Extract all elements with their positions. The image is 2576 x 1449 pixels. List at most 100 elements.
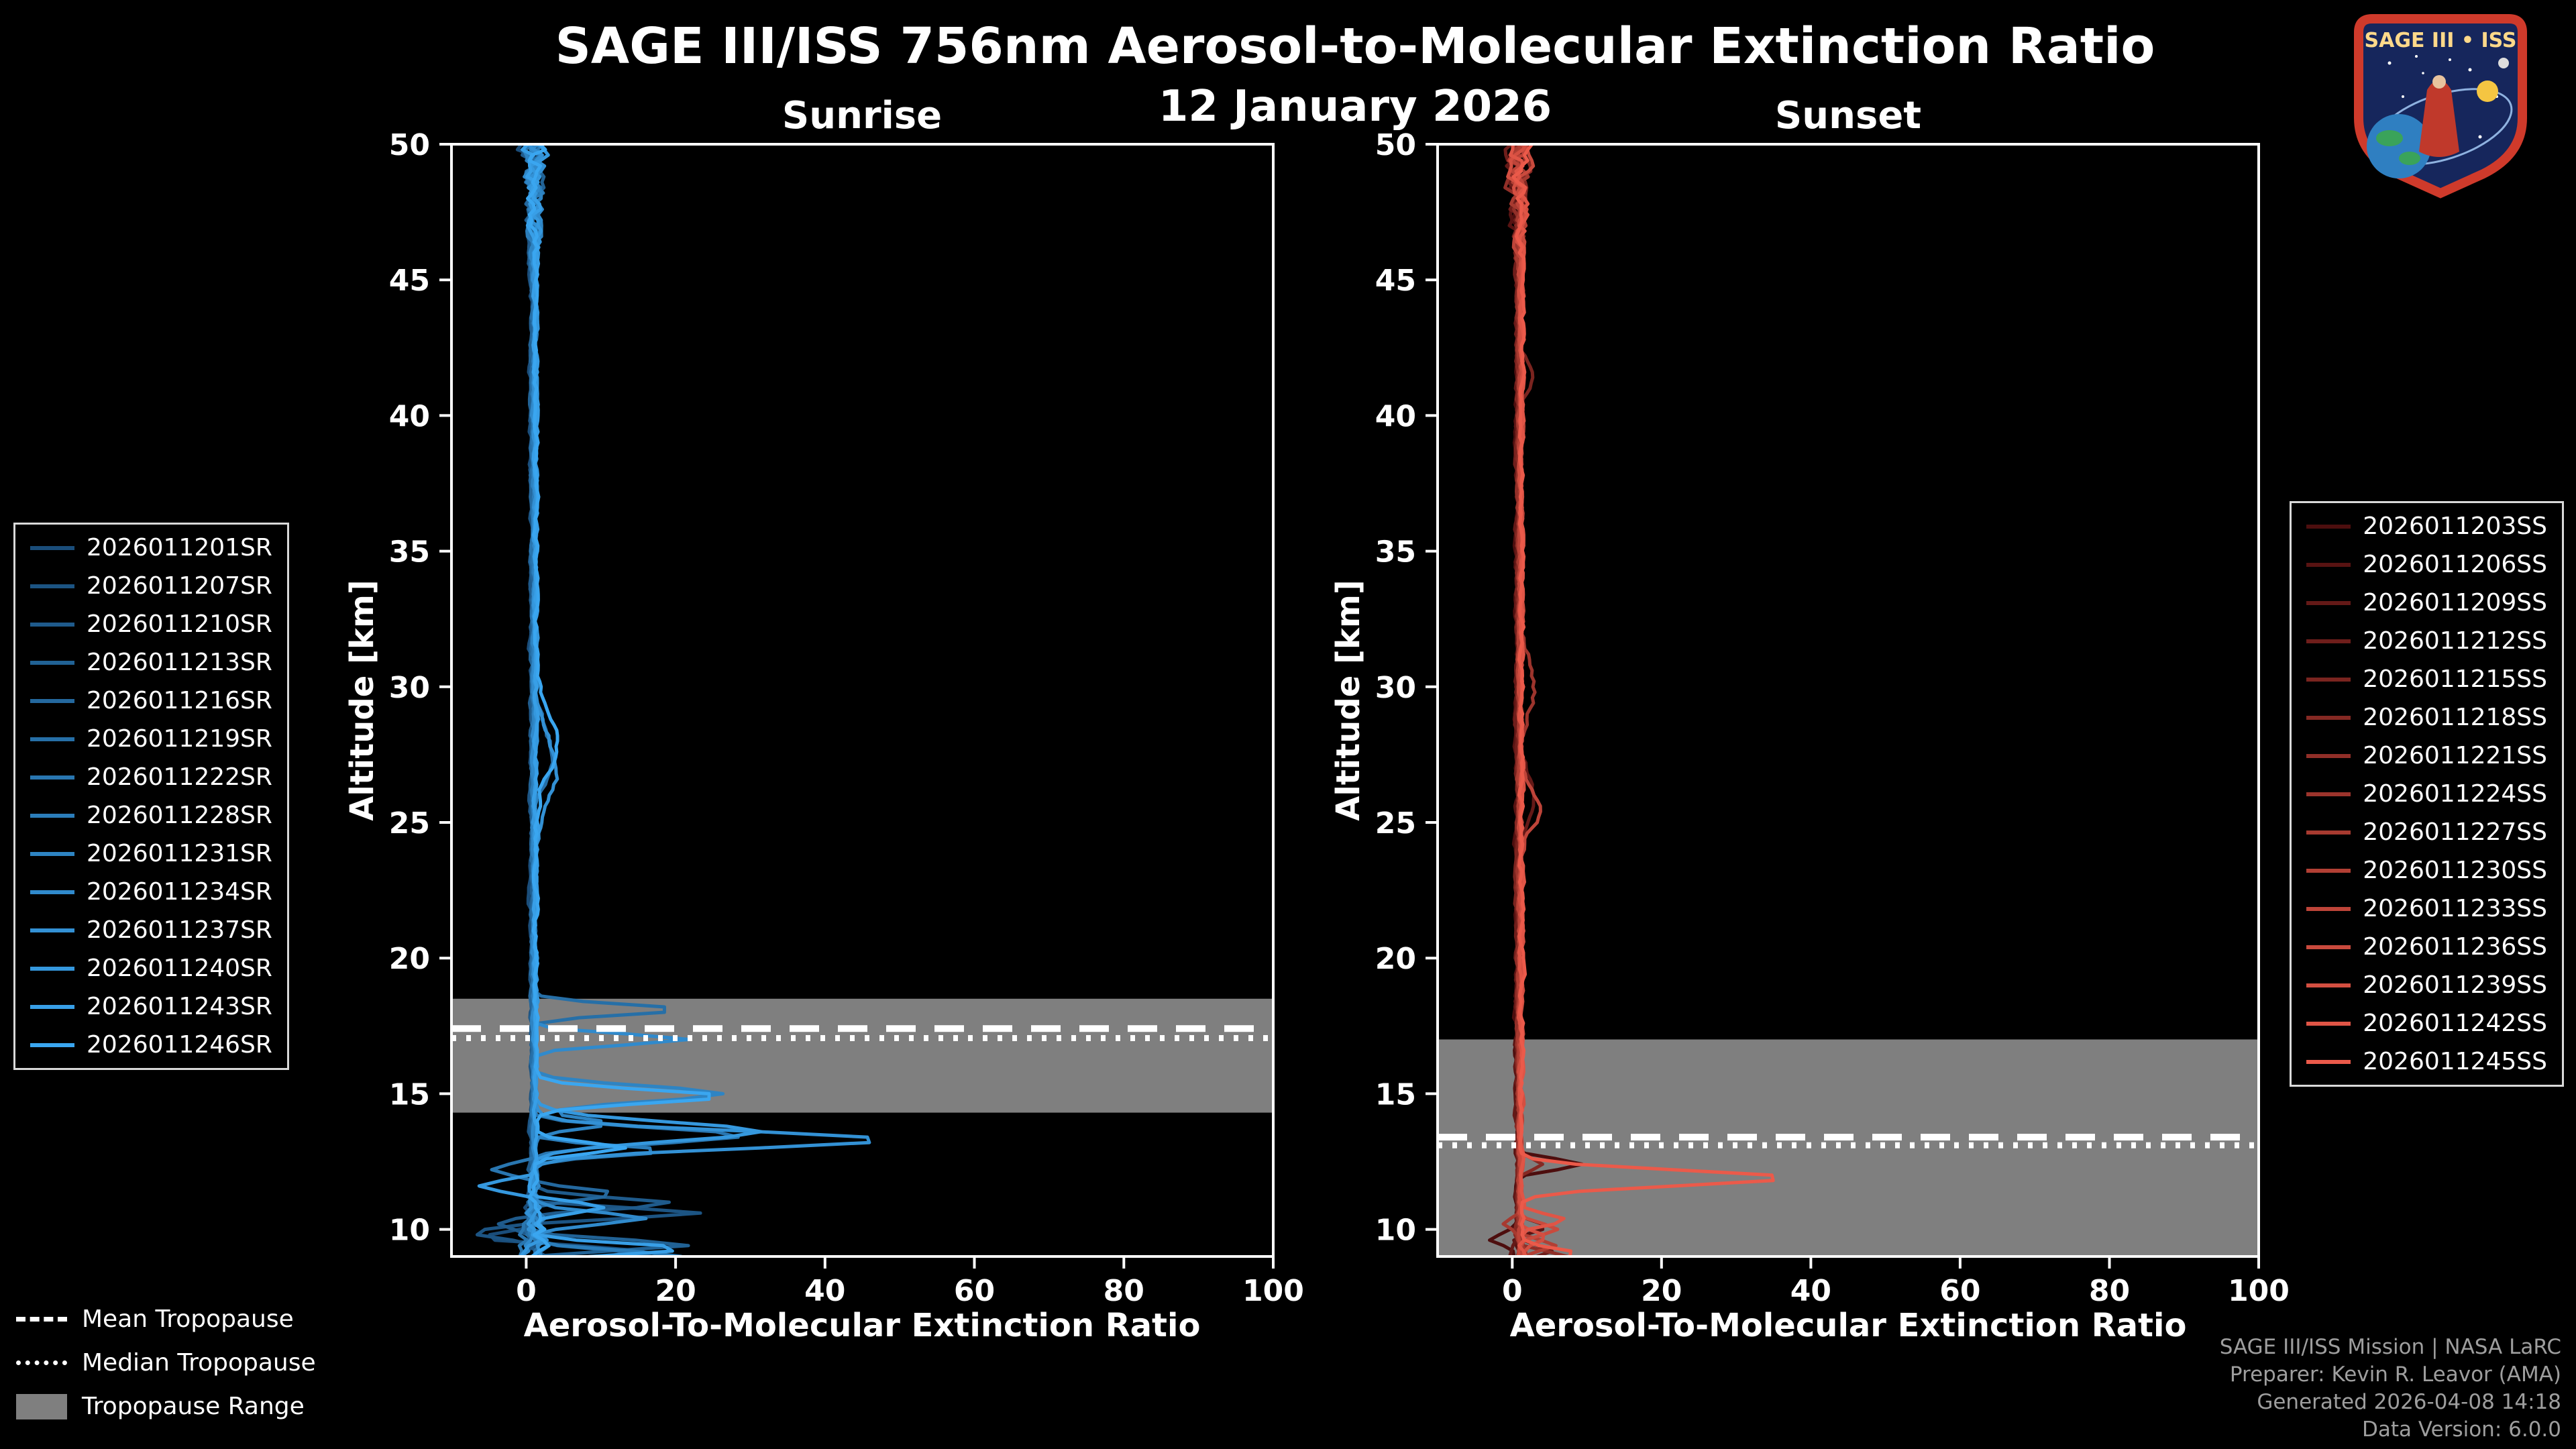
mission-credit: SAGE III/ISS Mission | NASA LaRC <box>2219 1335 2561 1359</box>
y-tick-label: 50 <box>1375 128 1416 162</box>
sunrise-event-legend: 2026011201SR 2026011207SR 2026011210SR 2026… <box>13 523 289 1070</box>
legend-item: 2026011201SR <box>30 534 272 561</box>
legend-label: 2026011239SS <box>2363 971 2547 999</box>
legend-label: 2026011245SS <box>2363 1048 2547 1075</box>
legend-label: 2026011240SR <box>87 955 272 982</box>
earth-land-icon <box>2376 130 2403 146</box>
legend-line-swatch <box>30 928 74 932</box>
footer-credits: SAGE III/ISS Mission | NASA LaRC Prepare… <box>2220 1334 2561 1444</box>
legend-label: 2026011233SS <box>2363 895 2547 922</box>
earth-land-icon <box>2399 152 2420 165</box>
legend-label: 2026011227SS <box>2363 818 2547 846</box>
legend-item: 2026011221SS <box>2306 742 2547 769</box>
x-tick-label: 0 <box>1502 1274 1523 1308</box>
legend-item: 2026011234SR <box>30 878 272 906</box>
legend-item: 2026011246SR <box>30 1031 272 1059</box>
legend-line-swatch <box>2306 524 2351 529</box>
legend-item: 2026011216SR <box>30 687 272 714</box>
legend-label: 2026011203SS <box>2363 513 2547 540</box>
legend-item: 2026011219SR <box>30 725 272 753</box>
legend-label: 2026011213SR <box>87 649 272 676</box>
legend-item: 2026011230SS <box>2306 857 2547 884</box>
legend-item: 2026011203SS <box>2306 513 2547 540</box>
tropopause-range-label: Tropopause Range <box>82 1393 305 1420</box>
y-tick-label: 40 <box>389 399 430 433</box>
legend-label: 2026011242SS <box>2363 1010 2547 1037</box>
x-tick-label: 100 <box>2228 1274 2290 1308</box>
legend-line-swatch <box>2306 906 2351 911</box>
legend-line-swatch <box>30 584 74 588</box>
legend-line-swatch <box>30 813 74 818</box>
legend-label: 2026011230SS <box>2363 857 2547 884</box>
legend-item: 2026011210SR <box>30 610 272 638</box>
legend-line-swatch <box>2306 600 2351 605</box>
tropopause-range-swatch <box>16 1393 67 1419</box>
legend-line-swatch <box>30 660 74 665</box>
legend-line-swatch <box>30 1042 74 1047</box>
legend-label: 2026011243SR <box>87 993 272 1020</box>
legend-line-swatch <box>2306 983 2351 987</box>
x-tick-label: 20 <box>655 1274 696 1308</box>
stars-icon <box>2387 55 2498 139</box>
y-tick-label: 15 <box>389 1077 430 1112</box>
panel-title-sunrise: Sunrise <box>782 94 943 138</box>
legend-label: 2026011206SS <box>2363 551 2547 578</box>
legend-label: 2026011201SR <box>87 534 272 561</box>
y-tick-label: 45 <box>389 264 430 298</box>
legend-item: 2026011213SR <box>30 649 272 676</box>
legend-line-swatch <box>30 545 74 550</box>
legend-label: 2026011231SR <box>87 840 272 867</box>
legend-item: 2026011231SR <box>30 840 272 867</box>
legend-item: 2026011209SS <box>2306 589 2547 616</box>
legend-line-swatch <box>30 698 74 703</box>
y-tick-label: 45 <box>1375 264 1416 298</box>
legend-label: 2026011218SS <box>2363 704 2547 731</box>
legend-item: 2026011239SS <box>2306 971 2547 999</box>
date-subtitle: 12 January 2026 <box>1158 82 1552 131</box>
figure-head-icon <box>2432 75 2446 89</box>
y-tick-label: 10 <box>389 1214 430 1248</box>
legend-line-swatch <box>2306 945 2351 949</box>
legend-label: 2026011212SS <box>2363 627 2547 655</box>
sunset-plot: 0 20 40 60 80 100 10 15 20 25 30 35 40 45 50 <box>1375 128 2290 1308</box>
sun-icon <box>2477 80 2498 102</box>
y-tick-label: 15 <box>1375 1077 1416 1112</box>
generated-timestamp: Generated 2026-04-08 14:18 <box>2257 1390 2561 1414</box>
sunrise-plot: 0 20 40 60 80 100 10 15 20 25 30 35 40 45 50 <box>389 128 1304 1308</box>
legend-label: 2026011246SR <box>87 1031 272 1059</box>
legend-item: 2026011218SS <box>2306 704 2547 731</box>
legend-item: 2026011207SR <box>30 572 272 600</box>
legend-line-swatch <box>30 737 74 741</box>
x-tick-label: 60 <box>1939 1274 1980 1308</box>
legend-label: 2026011228SR <box>87 802 272 829</box>
legend-line-swatch <box>2306 1021 2351 1026</box>
x-tick-label: 80 <box>2089 1274 2130 1308</box>
page-title: SAGE III/ISS 756nm Aerosol-to-Molecular … <box>555 17 2155 75</box>
legend-line-swatch <box>30 775 74 780</box>
preparer-credit: Preparer: Kevin R. Leavor (AMA) <box>2229 1362 2561 1387</box>
patch-title-text: SAGE III • ISS <box>2365 29 2517 52</box>
y-tick-label: 25 <box>1375 806 1416 841</box>
legend-line-swatch <box>2306 677 2351 682</box>
legend-label: 2026011207SR <box>87 572 272 600</box>
legend-label: 2026011221SS <box>2363 742 2547 769</box>
dotted-line-icon <box>16 1360 67 1365</box>
dashed-line-icon <box>16 1317 67 1322</box>
legend-line-swatch <box>30 1004 74 1009</box>
y-tick-label: 50 <box>389 128 430 162</box>
data-version: Data Version: 6.0.0 <box>2361 1417 2561 1442</box>
legend-item: 2026011236SS <box>2306 933 2547 961</box>
legend-item: 2026011222SR <box>30 763 272 791</box>
legend-item: 2026011227SS <box>2306 818 2547 846</box>
legend-label: 2026011224SS <box>2363 780 2547 808</box>
x-tick-label: 40 <box>1790 1274 1831 1308</box>
legend-item: 2026011224SS <box>2306 780 2547 808</box>
panel-title-sunset: Sunset <box>1774 94 1922 138</box>
sunset-x-axis-label: Aerosol-To-Molecular Extinction Ratio <box>1509 1307 2187 1344</box>
legend-label: 2026011219SR <box>87 725 272 753</box>
legend-item: 2026011240SR <box>30 955 272 982</box>
legend-line-swatch <box>30 622 74 627</box>
x-tick-label: 80 <box>1104 1274 1144 1308</box>
tropopause-range-band <box>451 998 1273 1113</box>
